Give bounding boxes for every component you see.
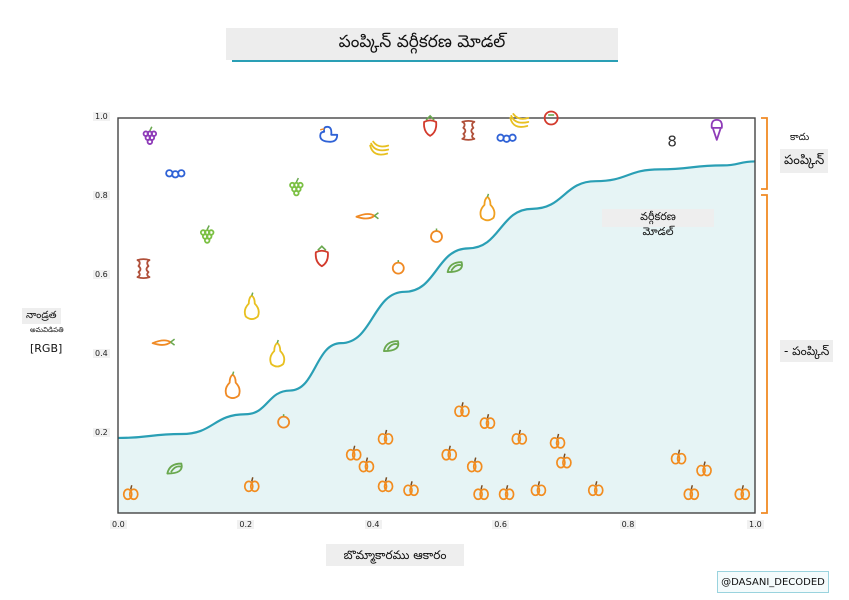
x-tick-label: 0.8 <box>619 520 637 529</box>
x-tick-label: 0.4 <box>364 520 382 529</box>
pumpkin-icon <box>473 485 489 501</box>
banana-icon <box>509 113 530 128</box>
pumpkin-icon <box>345 445 362 461</box>
pumpkin-icon <box>454 402 470 418</box>
pumpkin-icon <box>403 481 419 497</box>
pumpkin-icon <box>587 481 604 497</box>
pumpkin-icon <box>122 485 139 501</box>
grapes-icon <box>289 177 304 197</box>
pumpkin-icon <box>377 477 394 493</box>
pumpkin-icon <box>734 485 751 501</box>
pumpkin-icon <box>670 449 687 465</box>
x-tick-label: 0.0 <box>110 520 127 529</box>
y-tick-label: 0.4 <box>93 349 110 358</box>
pumpkin-region-fill <box>118 161 755 513</box>
pear-icon <box>224 371 241 399</box>
pumpkin-bracket <box>761 194 768 514</box>
curve-label-line1: వర్గీకరణ <box>602 209 714 227</box>
y-tick-label: 1.0 <box>93 112 110 121</box>
not-pumpkin-bracket <box>761 117 768 190</box>
y-tick-label: 0.2 <box>93 428 110 437</box>
orange-icon <box>391 260 405 275</box>
pumpkin-icon <box>466 457 483 473</box>
apple-core-icon <box>461 119 476 141</box>
pumpkin-icon <box>511 429 528 445</box>
pumpkin-icon <box>498 485 515 501</box>
classification-curve <box>117 160 756 440</box>
y-axis-label-line1: నాండ్రత <box>22 308 61 324</box>
grapes-icon <box>199 225 215 244</box>
x-tick-label: 1.0 <box>747 520 764 529</box>
svg-text:8: 8 <box>667 133 677 151</box>
y-axis-label-line3: [RGB] <box>30 342 63 355</box>
pumpkin-icon <box>530 481 547 497</box>
plot-frame <box>117 117 756 514</box>
avocado-icon <box>383 340 400 353</box>
right-label-small: కాదు <box>790 132 810 143</box>
apple-core-icon <box>136 258 151 279</box>
number-icon: 8 <box>667 133 677 151</box>
y-tick-label: 0.6 <box>93 270 110 279</box>
blueberries-icon <box>496 133 517 143</box>
right-label-not-pumpkin: పంప్కిన్ <box>780 149 829 173</box>
curve-label-line2: మోడల్ <box>642 225 674 238</box>
pumpkin-icon <box>358 457 375 473</box>
blueberries-icon <box>165 169 186 179</box>
pumpkin-icon <box>441 445 458 461</box>
avocado-icon <box>166 462 183 475</box>
pumpkin-icon <box>683 485 700 501</box>
pear-icon <box>479 193 496 222</box>
strawberry-icon <box>423 114 438 137</box>
duck-icon <box>319 125 339 143</box>
title-underline <box>232 60 618 62</box>
avocado-icon <box>446 261 463 274</box>
pumpkin-icon <box>243 477 260 493</box>
pumpkin-icon <box>377 429 394 445</box>
pear-icon <box>243 292 260 320</box>
y-tick-label: 0.8 <box>93 191 110 200</box>
carrot-icon <box>151 338 176 346</box>
pumpkin-icon <box>479 413 496 429</box>
orange-icon <box>430 228 443 243</box>
chart-title: పంప్కిన్ వర్గీకరణ మోడల్ <box>226 28 618 60</box>
right-label-pumpkin: - పంప్కిన్ <box>780 340 834 362</box>
credit-label: @DASANI_DECODED <box>717 571 829 593</box>
x-axis-label: బొమ్మాకారము ఆకారం <box>326 544 464 566</box>
y-axis-label-line2: అమవిడిపతి <box>30 326 64 334</box>
pumpkin-icon <box>556 453 572 469</box>
x-tick-label: 0.2 <box>237 520 255 529</box>
strawberry-icon <box>314 245 329 268</box>
tomato-icon <box>543 110 559 126</box>
orange-icon <box>277 414 291 429</box>
data-points: 8 <box>122 110 751 501</box>
grapes-icon <box>142 126 158 145</box>
banana-icon <box>369 140 390 156</box>
pumpkin-icon <box>696 461 712 477</box>
class-brackets <box>761 117 768 514</box>
pumpkin-icon <box>549 433 566 449</box>
ice-cream-icon <box>710 118 723 141</box>
x-tick-label: 0.6 <box>492 520 509 529</box>
carrot-icon <box>355 212 379 220</box>
pear-icon <box>269 339 286 368</box>
